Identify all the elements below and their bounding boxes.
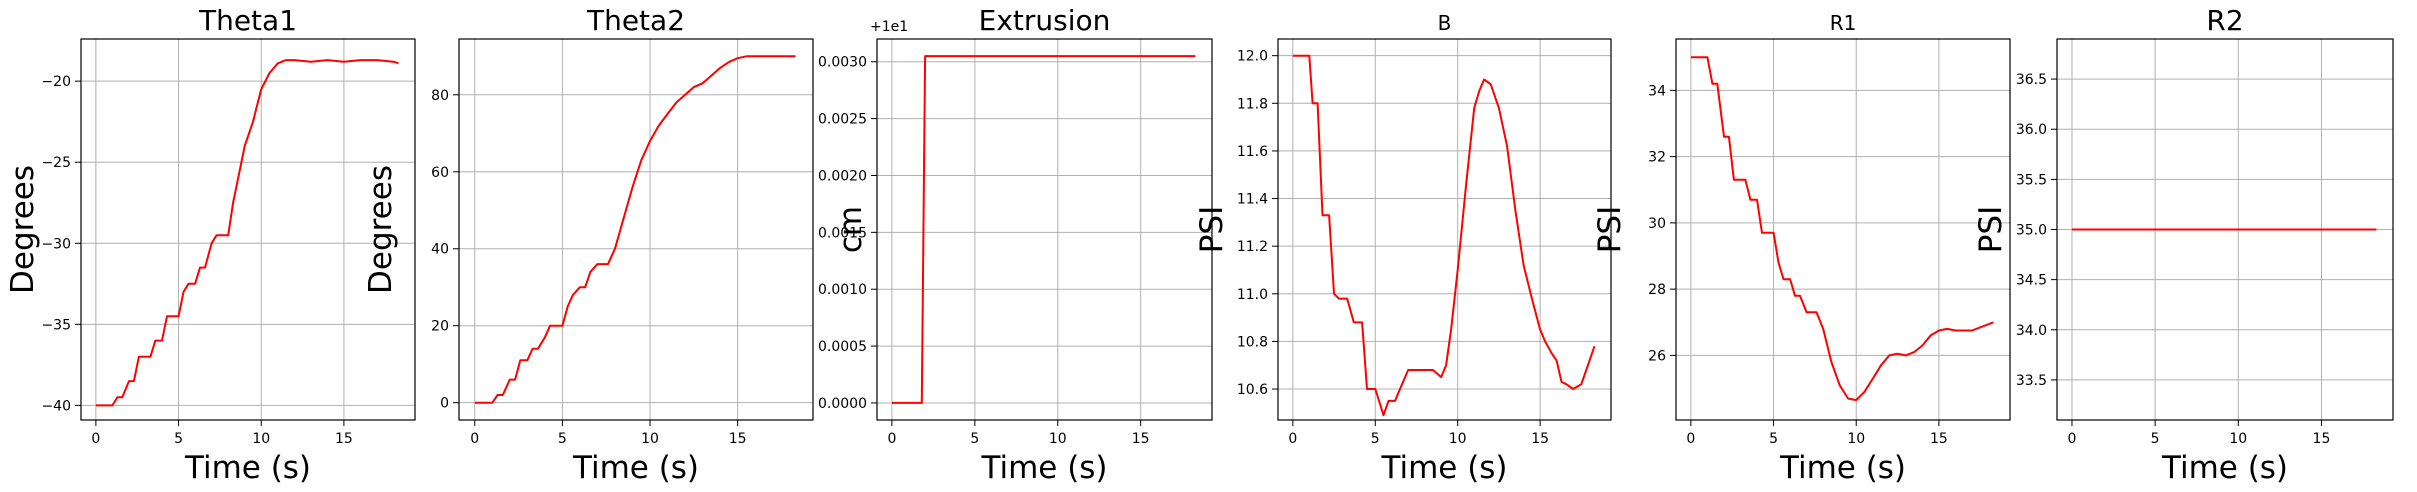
y-tick-label: −20 (41, 74, 71, 90)
y-tick-label: 28 (1648, 282, 1666, 298)
chart-title: Theta2 (586, 4, 685, 37)
x-axis-label: Time (s) (2161, 450, 2288, 486)
y-tick-label: 20 (431, 319, 449, 335)
y-axis-label: Degrees (363, 165, 399, 294)
y-tick-label: 11.0 (1237, 287, 1268, 303)
y-tick-label: 34 (1648, 83, 1666, 99)
plot-frame (80, 38, 416, 421)
chart-title: Theta1 (198, 4, 297, 37)
x-axis-label: Time (s) (1779, 450, 1906, 486)
y-tick-label: −30 (41, 236, 71, 252)
x-tick-label: 10 (252, 431, 270, 447)
y-tick-label: 0.0020 (818, 168, 867, 184)
plot-frame (1277, 38, 1612, 421)
x-tick-label: 0 (91, 431, 100, 447)
y-tick-label: 40 (431, 242, 449, 258)
y-tick-label: 10.8 (1237, 334, 1268, 350)
y-tick-label: 11.4 (1237, 192, 1268, 208)
chart-title: R1 (1830, 11, 1857, 35)
y-tick-label: 35.5 (2016, 172, 2047, 188)
plot-frame (1675, 38, 2011, 421)
x-tick-label: 5 (174, 431, 183, 447)
y-tick-label: 0.0005 (818, 339, 867, 355)
x-tick-label: 15 (729, 431, 747, 447)
x-tick-label: 5 (970, 431, 979, 447)
x-tick-label: 10 (1449, 431, 1467, 447)
chart-title: R2 (2206, 4, 2243, 37)
chart-title: Extrusion (979, 4, 1111, 37)
x-tick-label: 15 (1132, 431, 1150, 447)
subplot-theta1: 0 5 10 15 −40 −35 −30 −25 −20 Theta1 Time (s) Degre… (5, 4, 416, 486)
x-tick-label: 15 (1930, 431, 1948, 447)
y-tick-label: 0.0010 (818, 282, 867, 298)
x-tick-label: 0 (887, 431, 896, 447)
series-line-extrusion (891, 55, 1196, 404)
y-tick-label: 36.0 (2016, 122, 2047, 138)
subplot-r1: 0 5 10 15 26 28 30 32 34 R1 Time (s) PSI (1592, 11, 2011, 486)
y-tick-label: 11.2 (1237, 239, 1268, 255)
x-tick-label: 15 (335, 431, 353, 447)
x-axis-label: Time (s) (980, 450, 1107, 486)
chart-title: B (1438, 11, 1452, 35)
x-tick-label: 0 (1686, 431, 1695, 447)
y-tick-label: 60 (431, 165, 449, 181)
y-tick-label: 36.5 (2016, 72, 2047, 88)
y-tick-label: 30 (1648, 216, 1666, 232)
subplot-theta2: 0 5 10 15 0 20 40 60 80 Theta2 Time (s) Degrees (363, 4, 814, 486)
x-axis-label: Time (s) (572, 450, 699, 486)
plot-frame (876, 38, 1213, 421)
y-tick-label: 11.6 (1237, 144, 1268, 160)
series-line-r1 (1690, 56, 1994, 402)
y-tick-label: 0.0025 (818, 112, 867, 128)
x-tick-label: 0 (1288, 431, 1297, 447)
y-tick-label: −25 (41, 155, 71, 171)
series-line-theta2 (474, 55, 796, 404)
subplot-extrusion: 0 5 10 15 0.0000 0.0005 0.0010 0.0015 0.0020 0.00… (818, 4, 1213, 486)
y-tick-label: −40 (41, 398, 71, 414)
y-axis-label: PSI (1973, 206, 2009, 254)
x-tick-label: 15 (2313, 431, 2331, 447)
x-tick-label: 5 (1769, 431, 1778, 447)
y-tick-label: 80 (431, 88, 449, 104)
y-tick-label: 35.0 (2016, 223, 2047, 239)
y-axis-label: cm (833, 206, 869, 253)
y-axis-label: PSI (1592, 206, 1628, 254)
y-tick-label: 34.5 (2016, 273, 2047, 289)
y-tick-label: 0.0000 (818, 396, 867, 412)
y-tick-label: −35 (41, 317, 71, 333)
y-tick-label: 26 (1648, 348, 1666, 364)
x-tick-label: 5 (1371, 431, 1380, 447)
x-axis-label: Time (s) (184, 450, 311, 486)
y-axis-label: PSI (1194, 206, 1230, 254)
x-tick-label: 10 (2229, 431, 2247, 447)
y-offset-text: +1e1 (870, 19, 908, 35)
y-tick-label: 0 (440, 396, 449, 412)
x-tick-label: 10 (1049, 431, 1067, 447)
plot-frame (458, 38, 814, 421)
y-tick-label: 34.0 (2016, 323, 2047, 339)
series-line-theta1 (95, 59, 399, 407)
x-tick-label: 0 (470, 431, 479, 447)
y-tick-label: 33.5 (2016, 373, 2047, 389)
y-tick-label: 10.6 (1237, 382, 1268, 398)
subplot-b: 0 5 10 15 10.6 10.8 11.0 11.2 11.4 11.6 11.8 12.0 B T… (1194, 11, 1612, 486)
y-tick-label: 12.0 (1237, 49, 1268, 65)
y-tick-label: 32 (1648, 150, 1666, 166)
x-tick-label: 0 (2068, 431, 2077, 447)
x-tick-label: 10 (1847, 431, 1865, 447)
y-tick-label: 0.0015 (818, 225, 867, 241)
subplot-r2: 0 5 10 15 33.5 34.0 34.5 35.0 35.5 36.0 36.5 R2 Time… (1973, 4, 2394, 486)
x-axis-label: Time (s) (1380, 450, 1507, 486)
x-tick-label: 10 (641, 431, 659, 447)
x-tick-label: 5 (2151, 431, 2160, 447)
x-tick-label: 5 (558, 431, 567, 447)
series-line-b (1292, 54, 1596, 417)
y-tick-label: 0.0030 (818, 55, 867, 71)
y-axis-label: Degrees (5, 165, 41, 294)
y-tick-label: 11.8 (1237, 96, 1268, 112)
x-tick-label: 15 (1531, 431, 1549, 447)
